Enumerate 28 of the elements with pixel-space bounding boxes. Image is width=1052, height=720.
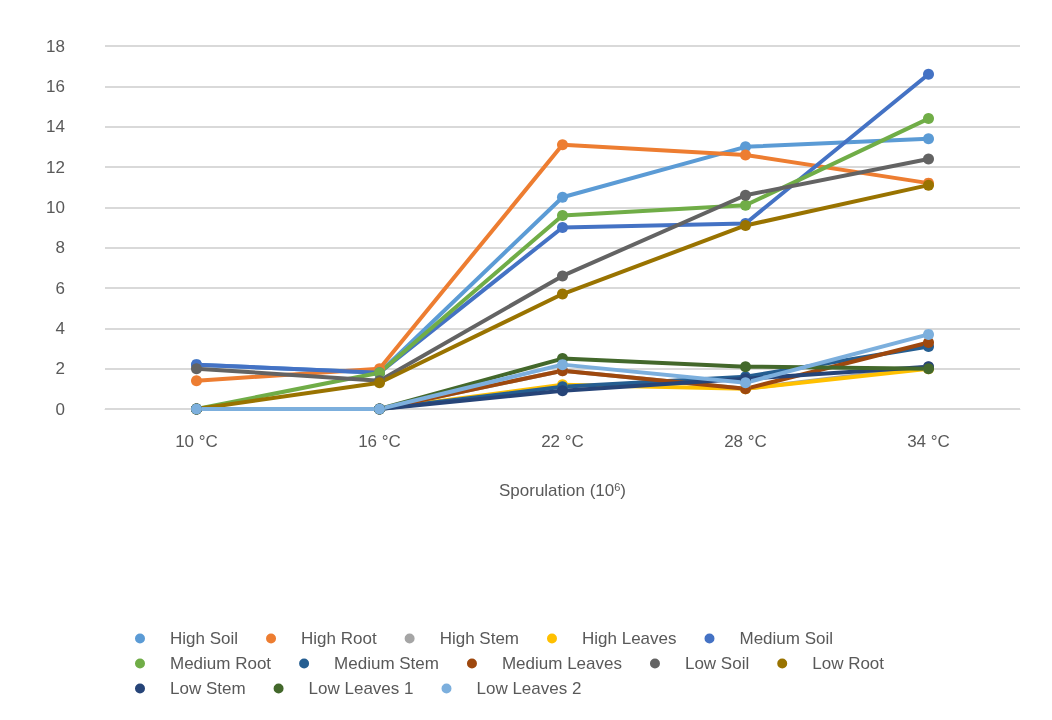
legend-label: Medium Soil — [739, 629, 834, 648]
y-tick-label: 14 — [46, 117, 65, 137]
x-tick-label: 34 °C — [907, 432, 950, 451]
x-tick-label: 10 °C — [175, 432, 218, 451]
legend-label: Low Stem — [170, 679, 246, 698]
legend-label: High Root — [301, 629, 377, 648]
legend-label: High Leaves — [581, 629, 677, 648]
y-tick-label: 4 — [55, 318, 65, 338]
legend-label: High Stem — [439, 629, 519, 648]
y-tick-label: 2 — [55, 359, 65, 379]
y-tick-label: 10 — [46, 197, 65, 217]
y-tick-label: 12 — [46, 157, 65, 177]
x-tick-label: 16 °C — [358, 432, 401, 451]
legend-label: Low Root — [812, 654, 885, 673]
x-tick-label: 22 °C — [541, 432, 584, 451]
legend-label: High Soil — [170, 629, 239, 648]
y-tick-label: 0 — [55, 399, 65, 419]
legend-label: Medium Leaves — [501, 654, 622, 673]
legend-label: Medium Root — [170, 654, 272, 673]
legend-label: Low Soil — [684, 654, 750, 673]
y-tick-label: 18 — [46, 36, 65, 56]
y-tick-label: 6 — [55, 278, 65, 298]
legend-label: Medium Stem — [334, 654, 439, 673]
legend-label: Low Leaves 2 — [476, 679, 582, 698]
y-tick-label: 16 — [46, 76, 65, 96]
y-tick-label: 8 — [55, 238, 65, 258]
legend-label: Low Leaves 1 — [308, 679, 414, 698]
x-tick-label: 28 °C — [724, 432, 767, 451]
